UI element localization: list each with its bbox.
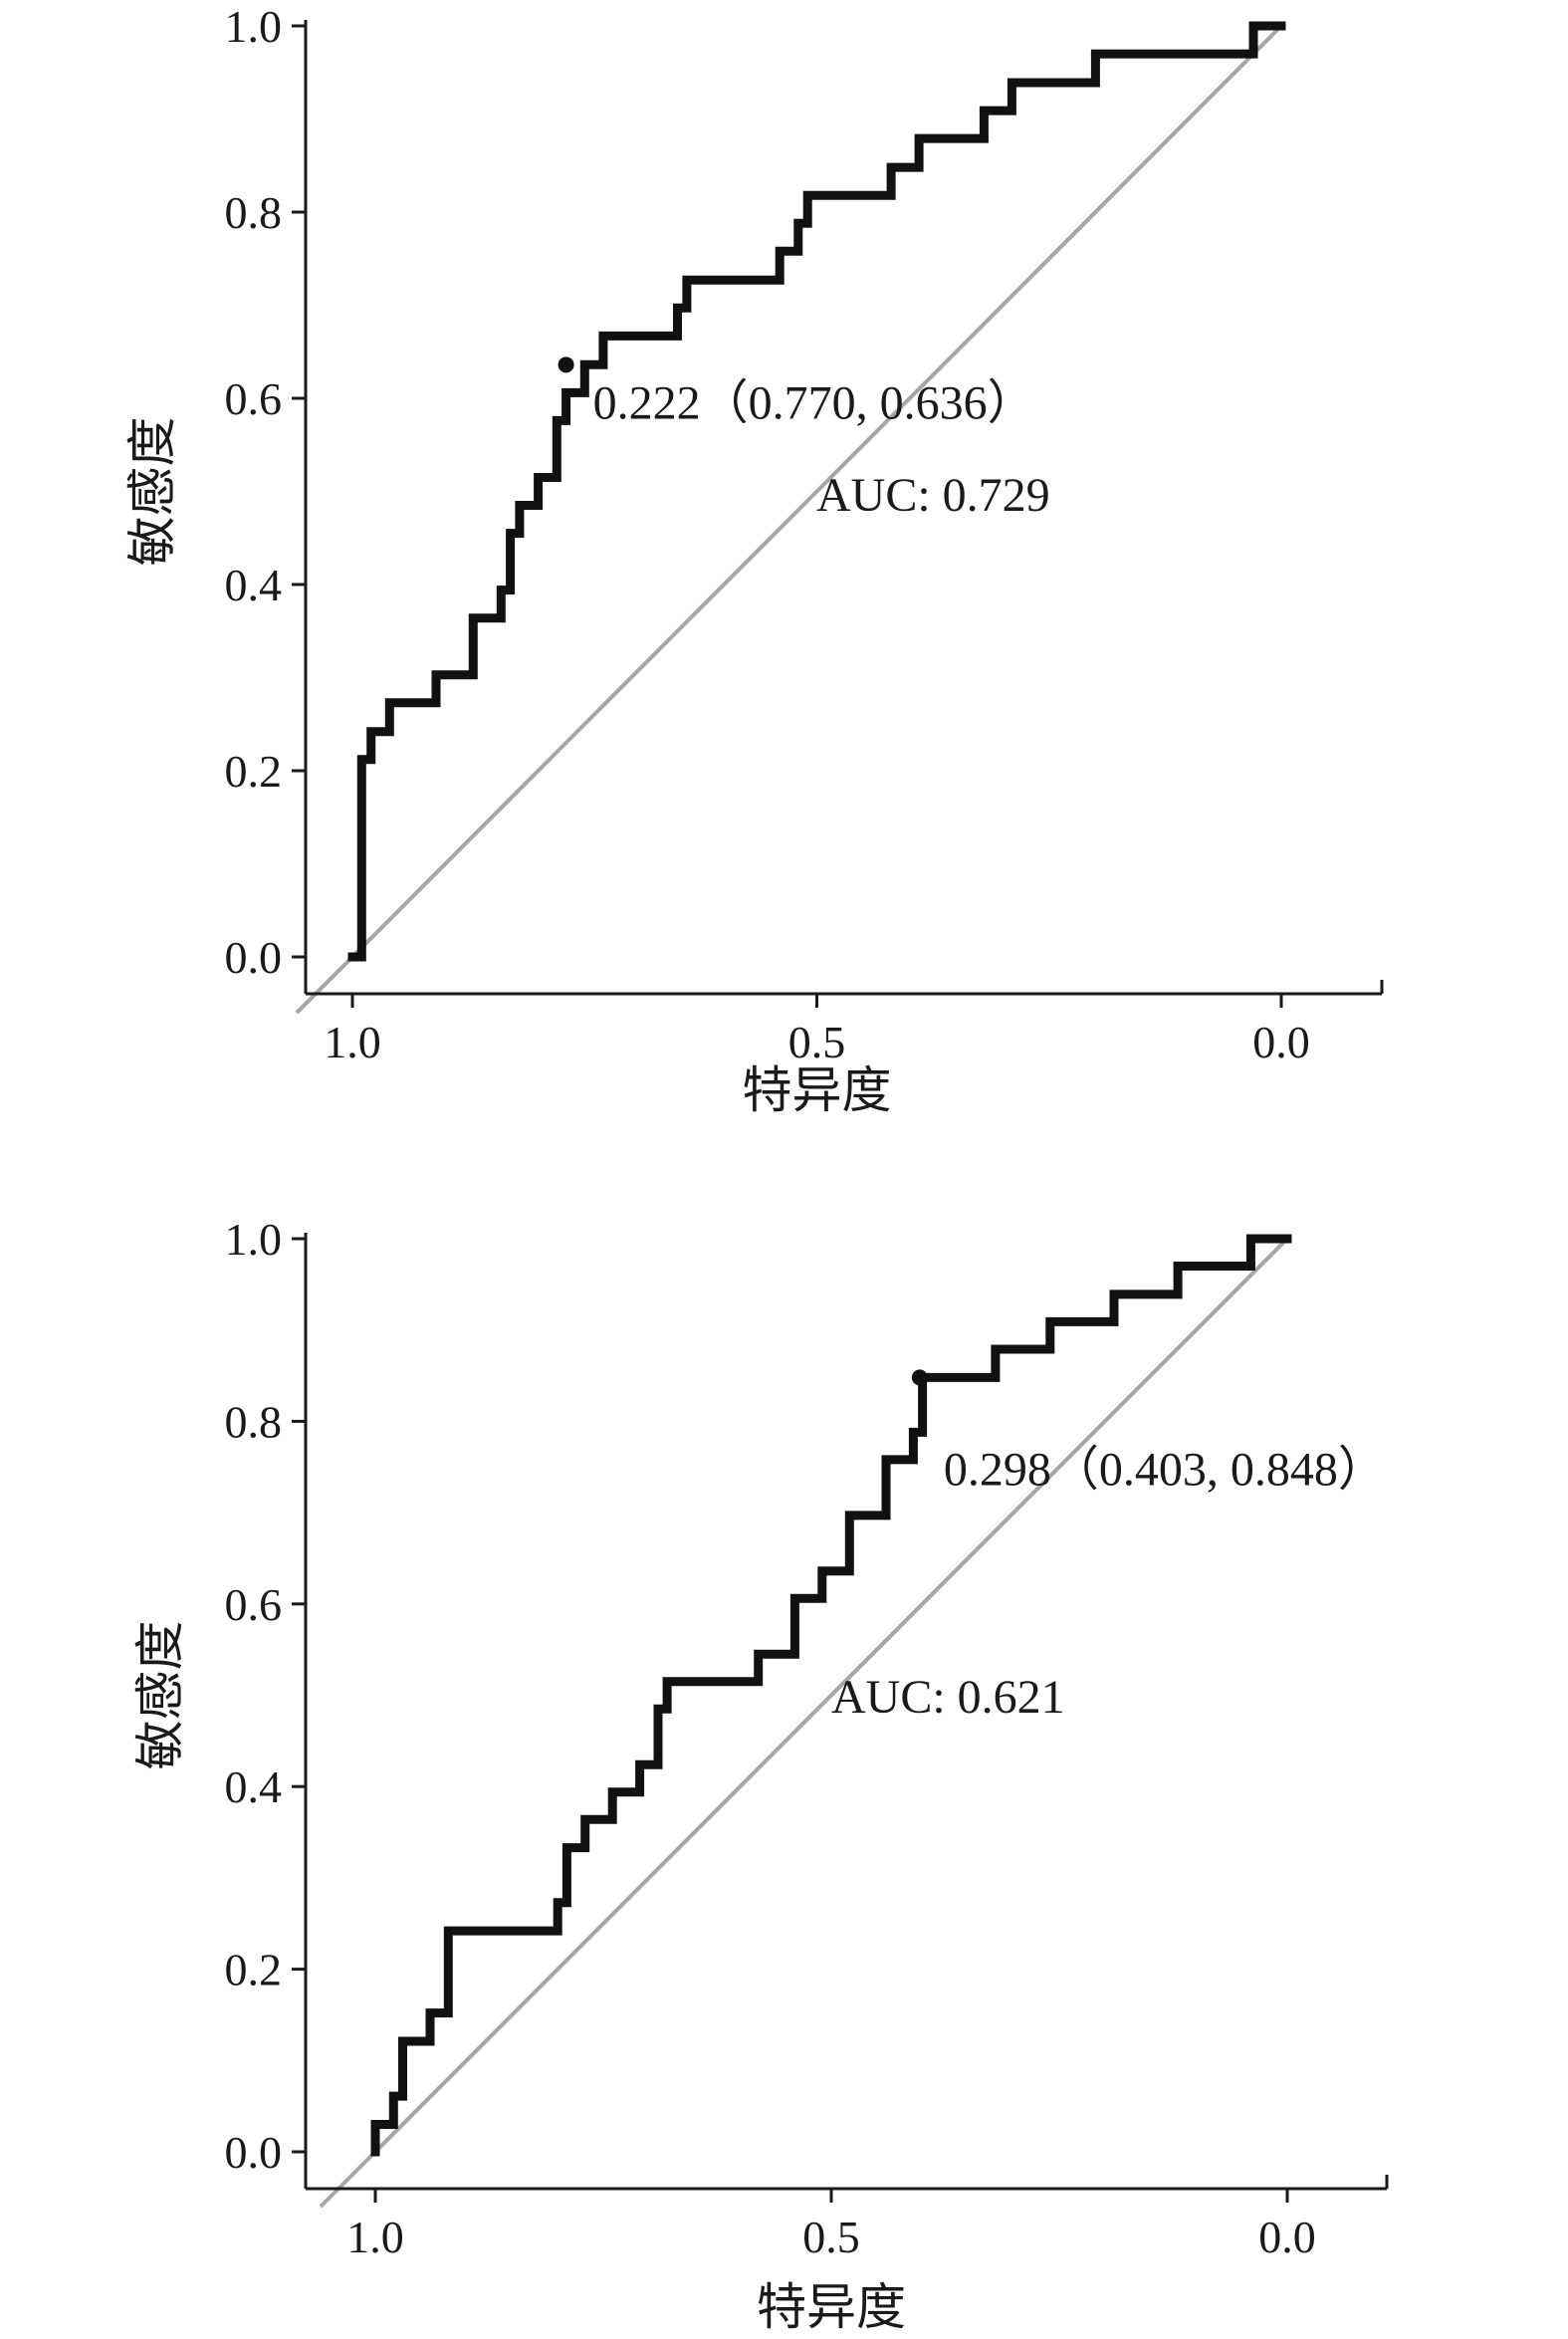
y-axis-title: 敏感度 bbox=[132, 1621, 188, 1770]
roc-curve bbox=[347, 21, 1286, 962]
x-tick-label: 0.5 bbox=[788, 1017, 846, 1067]
x-axis-title: 特异度 bbox=[743, 1062, 892, 1118]
x-tick-label: 0.5 bbox=[802, 2212, 860, 2262]
y-tick-label: 0.0 bbox=[225, 932, 283, 983]
reference-diagonal bbox=[295, 24, 1283, 1015]
y-tick-label: 0.2 bbox=[225, 1945, 283, 1995]
y-tick-label: 1.0 bbox=[225, 1214, 283, 1265]
roc-panel-bottom: 0.0 0.2 0.4 0.6 0.8 1.0 1.0 0.5 0.0 特异度 敏感度 0.298（0… bbox=[132, 1214, 1389, 2335]
auc-label: AUC: 0.729 bbox=[816, 469, 1050, 522]
cutoff-label: 0.298（0.403, 0.848） bbox=[944, 1443, 1386, 1496]
roc-curve bbox=[370, 1234, 1292, 2157]
y-tick-label: 0.4 bbox=[225, 560, 283, 610]
cutoff-point bbox=[558, 356, 574, 373]
y-tick-label: 0.4 bbox=[225, 1761, 283, 1812]
y-tick-label: 0.6 bbox=[225, 373, 283, 424]
cutoff-point bbox=[911, 1369, 928, 1386]
x-axis-title: 特异度 bbox=[757, 2279, 906, 2334]
y-tick-label: 1.0 bbox=[225, 1, 283, 52]
x-tick-label: 0.0 bbox=[1258, 2212, 1316, 2262]
y-tick-label: 0.6 bbox=[225, 1579, 283, 1630]
y-tick-label: 0.8 bbox=[225, 187, 283, 238]
y-tick-label: 0.0 bbox=[225, 2127, 283, 2178]
roc-panel-top: 0.0 0.2 0.4 0.6 0.8 1.0 1.0 0.5 0.0 特异度 敏感度 0.222（0… bbox=[124, 1, 1384, 1118]
auc-label: AUC: 0.621 bbox=[831, 1671, 1065, 1724]
y-tick-label: 0.8 bbox=[225, 1396, 283, 1447]
y-tick-label: 0.2 bbox=[225, 746, 283, 797]
cutoff-label: 0.222（0.770, 0.636） bbox=[593, 376, 1035, 429]
reference-diagonal bbox=[319, 1237, 1289, 2209]
x-tick-label: 0.0 bbox=[1252, 1017, 1310, 1067]
x-tick-label: 1.0 bbox=[324, 1017, 381, 1067]
x-tick-label: 1.0 bbox=[346, 2212, 404, 2262]
y-axis-title: 敏感度 bbox=[124, 417, 180, 567]
